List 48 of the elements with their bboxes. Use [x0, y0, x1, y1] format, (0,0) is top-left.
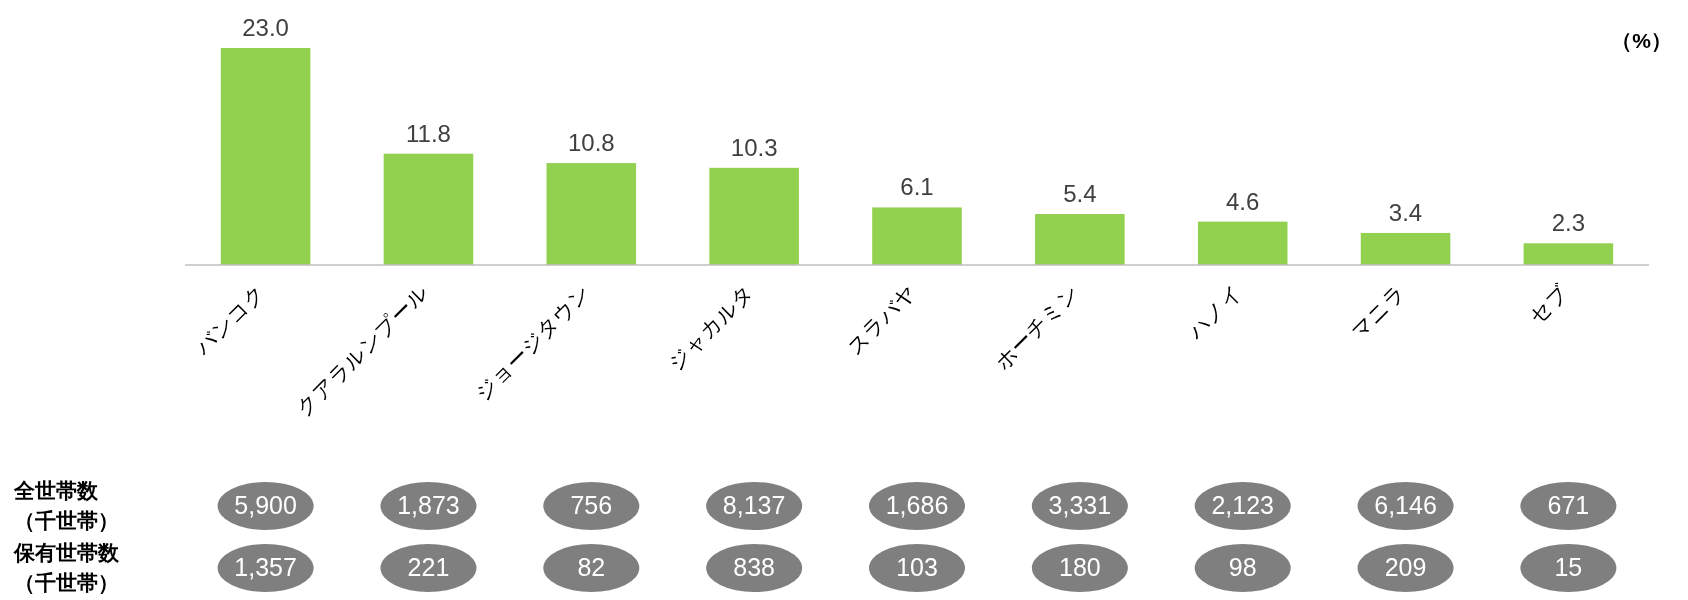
x-tick-label: ホーチミン	[990, 280, 1084, 374]
text: 671	[1547, 490, 1590, 519]
data-label: 4.6	[1226, 187, 1260, 215]
bar	[383, 153, 474, 265]
x-tick-label: スラバヤ	[842, 280, 921, 359]
text: 103	[896, 552, 938, 581]
x-tick-label: マニラ	[1346, 280, 1410, 344]
text: 180	[1058, 552, 1101, 581]
data-label: 23.0	[242, 14, 289, 41]
text: 6,146	[1374, 490, 1437, 519]
text: 209	[1384, 552, 1427, 581]
x-tick-label: ジョージタウン	[470, 280, 595, 405]
text: 756	[570, 490, 613, 519]
data-label: 10.3	[730, 133, 778, 161]
data-label: 2.3	[1551, 209, 1586, 237]
x-tick-label: セブ	[1524, 280, 1572, 328]
text: 1,357	[234, 552, 297, 581]
bar	[1360, 232, 1451, 265]
data-label: 11.8	[405, 119, 451, 147]
data-label: 10.8	[567, 129, 615, 157]
text: 82	[577, 552, 606, 581]
bar	[220, 48, 311, 265]
bar	[1197, 221, 1288, 265]
text: 15	[1554, 552, 1583, 581]
category-label: 全世帯数（千世帯）	[14, 478, 119, 532]
text: 221	[407, 552, 450, 581]
text: 838	[733, 552, 776, 581]
annotation: （%）	[1611, 29, 1672, 52]
text: 2,123	[1211, 490, 1274, 519]
data-label: 6.1	[900, 173, 934, 201]
data-label: 5.4	[1063, 180, 1097, 208]
bar	[709, 167, 799, 265]
text: 1,686	[885, 490, 949, 519]
text: 1,873	[397, 490, 460, 519]
text: 98	[1228, 552, 1257, 581]
category-label: 保有世帯数（千世帯）	[14, 540, 119, 594]
text: 3,331	[1048, 490, 1112, 519]
x-tick-label: クアラルンプール	[292, 280, 433, 421]
x-tick-label: ハノイ	[1182, 280, 1247, 344]
bar	[872, 207, 962, 265]
bar	[1523, 243, 1614, 265]
bar	[546, 163, 637, 265]
text: 8,137	[722, 490, 786, 519]
text: 5,900	[234, 490, 297, 519]
x-tick-label: ジャカルタ	[663, 280, 758, 375]
bar	[1035, 214, 1125, 265]
x-tick-label: バンコク	[189, 280, 270, 360]
data-label: 3.4	[1388, 198, 1423, 226]
